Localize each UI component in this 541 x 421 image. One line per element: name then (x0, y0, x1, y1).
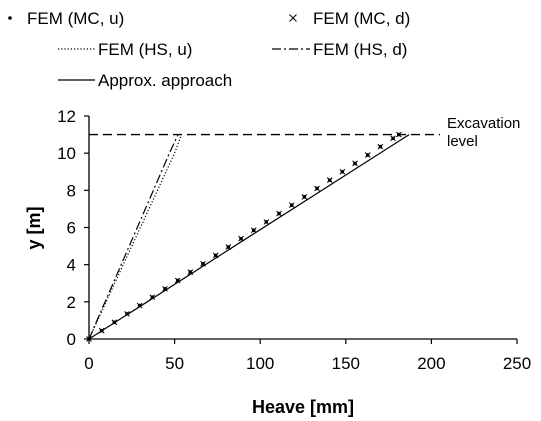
y-tick-label: 10 (57, 144, 76, 163)
legend-label: FEM (MC, d) (313, 9, 410, 28)
data-point-x (352, 160, 358, 167)
x-axis-title: Heave [mm] (252, 397, 354, 417)
x-tick-label: 250 (503, 354, 531, 373)
legend-marker-x (289, 14, 297, 22)
data-point-x (288, 202, 295, 209)
legend-item-approx-approach: Approx. approach (58, 71, 232, 90)
legend-item-fem-hs-u: FEM (HS, u) (58, 40, 192, 59)
x-tick-label: 150 (332, 354, 360, 373)
legend: FEM (MC, u) FEM (MC, d) FEM (HS, u) FEM … (8, 9, 410, 90)
series-line (88, 134, 183, 340)
y-tick-label: 0 (67, 330, 76, 349)
y-tick-label: 4 (67, 256, 76, 275)
legend-item-fem-mc-u: FEM (MC, u) (8, 9, 124, 28)
data-point-x (162, 285, 168, 292)
data-point-x (301, 193, 308, 200)
y-tick-label: 6 (67, 219, 76, 238)
excavation-label-line-1: Excavation (447, 115, 520, 132)
data-point-x (326, 177, 333, 183)
excavation-label-line-2: level (447, 133, 478, 150)
x-tick-label: 200 (417, 354, 445, 373)
y-axis-title: y [m] (24, 206, 44, 249)
data-point-x (364, 152, 371, 158)
x-tick-label: 50 (165, 354, 184, 373)
y-ticks: 0 2 4 6 8 10 12 (57, 107, 89, 349)
legend-item-fem-mc-d: FEM (MC, d) (289, 9, 410, 28)
legend-label: FEM (MC, u) (27, 9, 124, 28)
series-2 (88, 134, 183, 340)
series-line (88, 134, 410, 340)
series-4 (88, 134, 410, 340)
data-point-x (314, 185, 320, 192)
data-point-x (263, 219, 270, 225)
legend-marker-dot (8, 16, 12, 20)
data-point-x (250, 227, 257, 234)
x-tick-label: 100 (246, 354, 274, 373)
series-3 (88, 134, 179, 340)
data-point-x (377, 143, 384, 150)
data-point-x (339, 168, 346, 175)
series-line (88, 134, 179, 340)
data-point-x (149, 294, 156, 301)
data-point-x (276, 210, 282, 217)
y-tick-label: 2 (67, 293, 76, 312)
x-tick-label: 0 (84, 354, 93, 373)
legend-label: Approx. approach (98, 71, 232, 90)
y-tick-label: 12 (57, 107, 76, 126)
data-point-x (390, 135, 396, 142)
data-point-x (174, 277, 181, 284)
legend-label: FEM (HS, u) (98, 40, 192, 59)
y-tick-label: 8 (67, 181, 76, 200)
legend-item-fem-hs-d: FEM (HS, d) (272, 40, 407, 59)
data-point-x (396, 131, 402, 138)
legend-label: FEM (HS, d) (313, 40, 407, 59)
series-layer (86, 131, 410, 342)
x-ticks: 0 50 100 150 200 250 (84, 339, 531, 373)
